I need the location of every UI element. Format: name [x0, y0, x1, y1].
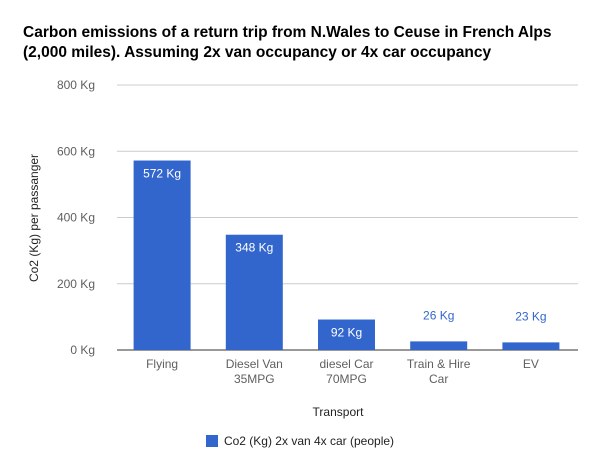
y-tick-label: 0 Kg	[70, 343, 95, 357]
bar-data-label: 23 Kg	[515, 309, 546, 323]
y-axis-ticks: 0 Kg 200 Kg 400 Kg 600 Kg 800 Kg	[57, 78, 95, 357]
legend-label: Co2 (Kg) 2x van 4x car (people)	[223, 434, 395, 448]
bar	[318, 319, 375, 350]
x-tick-label: Flying	[146, 357, 178, 371]
bar-data-label: 572 Kg	[143, 167, 181, 181]
x-axis-ticks: Flying Diesel Van 35MPG diesel Car 70MPG Trai…	[146, 357, 539, 386]
chart-title-line-1: Carbon emissions of a return trip from N…	[23, 24, 552, 41]
bars	[133, 160, 560, 350]
bar	[225, 234, 283, 350]
bar-data-label: 92 Kg	[331, 326, 362, 340]
bar-data-label: 348 Kg	[235, 241, 273, 255]
x-tick-label: Diesel Van 35MPG	[226, 357, 283, 386]
y-axis-title: Co2 (Kg) per passanger	[27, 154, 41, 282]
y-tick-label: 800 Kg	[57, 78, 95, 92]
x-axis-title: Transport	[313, 405, 365, 419]
x-tick-label: diesel Car 70MPG	[319, 357, 373, 386]
legend-swatch	[205, 435, 218, 447]
bar	[133, 160, 191, 350]
bar	[410, 341, 468, 350]
y-tick-label: 400 Kg	[57, 211, 95, 225]
x-tick-label: Train & Hire Car	[407, 357, 471, 386]
legend: Co2 (Kg) 2x van 4x car (people)	[0, 434, 600, 448]
y-tick-label: 200 Kg	[57, 277, 95, 291]
y-tick-label: 600 Kg	[57, 144, 95, 158]
bar	[502, 342, 560, 350]
bar-data-label: 26 Kg	[423, 308, 454, 322]
x-tick-label: EV	[523, 357, 539, 371]
chart-title-line-2: (2,000 miles). Assuming 2x van occupancy…	[23, 44, 492, 61]
bar-data-labels: 572 Kg 348 Kg 92 Kg 26 Kg 23 Kg	[143, 167, 547, 340]
chart-title: Carbon emissions of a return trip from N…	[23, 23, 583, 63]
